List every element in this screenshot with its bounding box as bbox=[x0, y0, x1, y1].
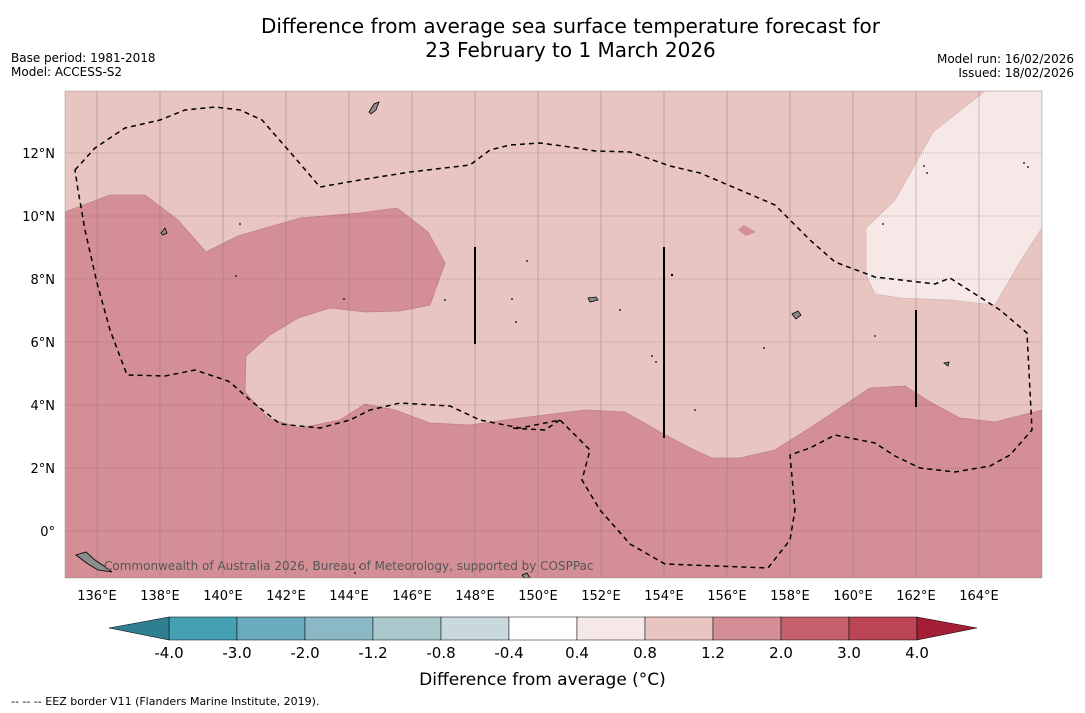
anomaly-region-cool-ne bbox=[865, 91, 1042, 306]
lon-label: 142°E bbox=[266, 589, 306, 604]
meta-right: Model run: 16/02/2026 Issued: 18/02/2026 bbox=[937, 52, 1074, 80]
colorbar-label: 0.4 bbox=[565, 644, 589, 662]
lon-label: 152°E bbox=[581, 589, 621, 604]
issued-date: Issued: 18/02/2026 bbox=[958, 66, 1074, 80]
atolls bbox=[235, 162, 1029, 574]
lat-label: 0° bbox=[40, 525, 55, 540]
colorbar-bin bbox=[712, 616, 782, 641]
title-line-2: 23 February to 1 March 2026 bbox=[425, 38, 716, 62]
colorbar-bin bbox=[780, 616, 850, 641]
lon-label: 160°E bbox=[833, 589, 873, 604]
lon-label: 138°E bbox=[140, 589, 180, 604]
model-run: Model run: 16/02/2026 bbox=[936, 52, 1074, 66]
lat-label: 10°N bbox=[22, 210, 55, 225]
eez-segments bbox=[474, 247, 917, 438]
anomaly-patch-small bbox=[738, 225, 756, 236]
lon-label: 144°E bbox=[329, 589, 369, 604]
colorbar-bin bbox=[304, 616, 374, 641]
island-pohnpei bbox=[791, 310, 802, 320]
lon-label: 148°E bbox=[455, 589, 495, 604]
lat-gridlines bbox=[65, 152, 1042, 532]
eez-border-lower bbox=[509, 419, 561, 431]
colorbar-label: -3.0 bbox=[222, 644, 251, 662]
colorbar-label: 3.0 bbox=[837, 644, 861, 662]
lat-label: 6°N bbox=[31, 336, 56, 351]
lon-label: 162°E bbox=[896, 589, 936, 604]
lat-label: 4°N bbox=[31, 399, 56, 414]
map-frame bbox=[64, 90, 1043, 579]
colorbar: -4.0 -3.0 -2.0 -1.2 -0.8 -0.4 0.4 0.8 1.… bbox=[108, 616, 978, 662]
eez-border-palau-fsm bbox=[74, 106, 1033, 569]
lat-labels: 12°N 10°N 8°N 6°N 4°N 2°N 0° bbox=[22, 147, 55, 540]
lon-label: 158°E bbox=[770, 589, 810, 604]
map-plot: Commonwealth of Australia 2026, Bureau o… bbox=[65, 91, 1042, 578]
colorbar-label: -2.0 bbox=[290, 644, 319, 662]
island-chuuk bbox=[587, 296, 599, 303]
lat-label: 12°N bbox=[22, 147, 55, 162]
lon-label: 146°E bbox=[392, 589, 432, 604]
colorbar-bin bbox=[576, 616, 646, 641]
map-figure: Commonwealth of Australia 2026, Bureau o… bbox=[22, 90, 1043, 604]
islands bbox=[75, 101, 950, 578]
lat-label: 2°N bbox=[31, 462, 56, 477]
footnote: -- -- -- EEZ border V11 (Flanders Marine… bbox=[11, 695, 320, 708]
colorbar-bin bbox=[440, 616, 510, 641]
island-small-south bbox=[521, 572, 531, 578]
title-line-1: Difference from average sea surface temp… bbox=[260, 14, 880, 38]
colorbar-label: 0.8 bbox=[633, 644, 657, 662]
colorbar-bin bbox=[236, 616, 306, 641]
anomaly-region-warm-main bbox=[65, 194, 1042, 578]
model-name: Model: ACCESS-S2 bbox=[11, 65, 123, 79]
colorbar-label: 1.2 bbox=[701, 644, 725, 662]
colorbar-bin bbox=[168, 616, 238, 641]
lon-label: 154°E bbox=[644, 589, 684, 604]
colorbar-bin bbox=[848, 616, 918, 641]
colorbar-bin bbox=[372, 616, 442, 641]
lon-label: 164°E bbox=[959, 589, 999, 604]
colorbar-title: Difference from average (°C) bbox=[419, 670, 666, 690]
watermark: Commonwealth of Australia 2026, Bureau o… bbox=[104, 559, 594, 573]
lon-label: 156°E bbox=[707, 589, 747, 604]
island-guam bbox=[368, 101, 380, 115]
base-period: Base period: 1981-2018 bbox=[11, 51, 156, 65]
island-yap bbox=[160, 227, 168, 236]
island-new-ireland bbox=[75, 551, 113, 573]
colorbar-label: 2.0 bbox=[769, 644, 793, 662]
colorbar-bin bbox=[644, 616, 714, 641]
lon-label: 136°E bbox=[77, 589, 117, 604]
colorbar-labels: -4.0 -3.0 -2.0 -1.2 -0.8 -0.4 0.4 0.8 1.… bbox=[154, 644, 929, 662]
page-title: Difference from average sea surface temp… bbox=[0, 14, 1085, 62]
lon-label: 150°E bbox=[518, 589, 558, 604]
colorbar-label: -4.0 bbox=[154, 644, 183, 662]
colorbar-label: -1.2 bbox=[358, 644, 387, 662]
colorbar-under-arrow bbox=[108, 616, 170, 641]
colorbar-bins bbox=[168, 616, 918, 641]
meta-left: Base period: 1981-2018 Model: ACCESS-S2 bbox=[11, 51, 156, 79]
island-kosrae bbox=[943, 361, 950, 367]
lon-labels: 136°E 138°E 140°E 142°E 144°E 146°E 148°… bbox=[77, 589, 999, 604]
colorbar-label: -0.8 bbox=[426, 644, 455, 662]
colorbar-label: -0.4 bbox=[494, 644, 523, 662]
colorbar-over-arrow bbox=[916, 616, 978, 641]
colorbar-bin bbox=[508, 616, 578, 641]
lat-label: 8°N bbox=[31, 273, 56, 288]
lon-label: 140°E bbox=[203, 589, 243, 604]
colorbar-label: 4.0 bbox=[905, 644, 929, 662]
